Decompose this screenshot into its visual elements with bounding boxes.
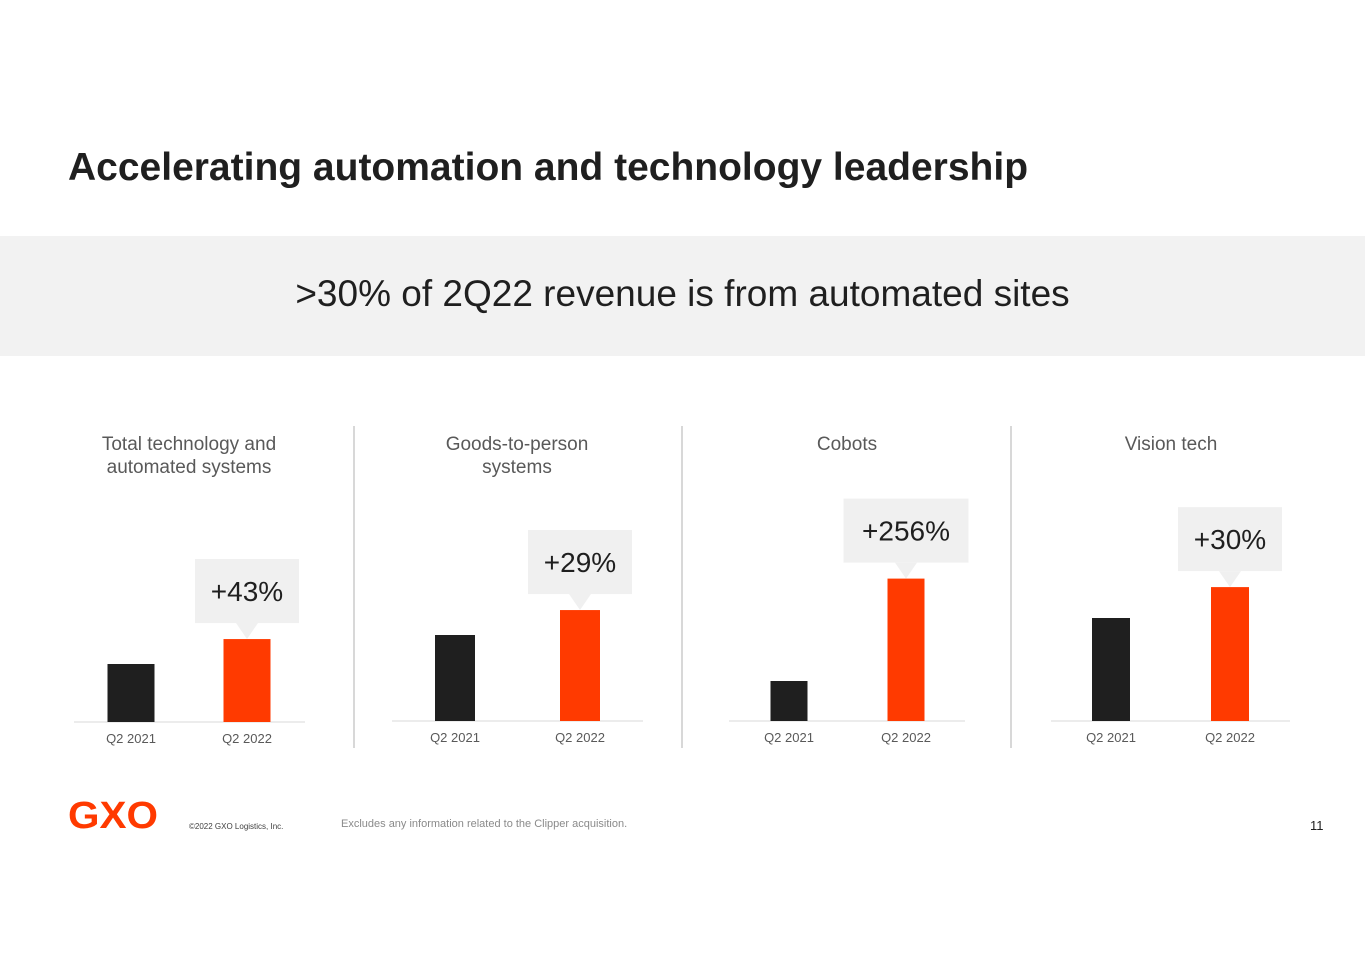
bar-q2-2022 <box>1211 587 1249 721</box>
callout-box <box>195 559 299 624</box>
headline-banner: >30% of 2Q22 revenue is from automated s… <box>0 236 1365 356</box>
chart-title-line: automated systems <box>107 457 272 478</box>
callout-box <box>1178 507 1282 572</box>
callout-box <box>528 530 632 595</box>
banner-text: >30% of 2Q22 revenue is from automated s… <box>295 273 1070 314</box>
chart-title-line: Goods-to-person <box>446 434 589 455</box>
slide-title: Accelerating automation and technology l… <box>68 146 1029 189</box>
chart-title-line: Vision tech <box>1125 434 1218 455</box>
callout-pointer <box>569 594 591 611</box>
bar-q2-2021 <box>1092 618 1130 721</box>
growth-label: +29% <box>544 547 616 578</box>
callout-pointer <box>1219 571 1241 588</box>
bar-q2-2021 <box>107 664 155 722</box>
svg-text:GXO: GXO <box>68 795 158 833</box>
x-tick-label: Q2 2022 <box>881 730 931 745</box>
chart-title-line: Total technology and <box>102 434 276 455</box>
growth-label: +30% <box>1194 524 1266 555</box>
bar-q2-2022 <box>560 610 600 721</box>
growth-label: +43% <box>211 576 283 607</box>
gxo-logo: GXO <box>68 795 158 833</box>
x-tick-label: Q2 2021 <box>764 730 814 745</box>
bar-q2-2021 <box>770 681 808 721</box>
callout-pointer <box>895 562 917 579</box>
growth-label: +256% <box>862 516 950 547</box>
x-tick-label: Q2 2022 <box>1205 730 1255 745</box>
bar-q2-2021 <box>435 635 475 721</box>
footnote: Excludes any information related to the … <box>341 818 628 830</box>
bar-q2-2022 <box>887 578 925 721</box>
bar-q2-2022 <box>223 639 271 722</box>
chart-title-line: Cobots <box>817 434 877 455</box>
chart-title-line: systems <box>482 457 552 478</box>
page-number: 11 <box>1310 818 1324 833</box>
copyright-text: ©2022 GXO Logistics, Inc. <box>189 822 284 831</box>
x-tick-label: Q2 2021 <box>106 731 156 746</box>
x-tick-label: Q2 2022 <box>222 731 272 746</box>
x-tick-label: Q2 2021 <box>430 730 480 745</box>
callout-pointer <box>236 623 258 640</box>
x-tick-label: Q2 2021 <box>1086 730 1136 745</box>
callout-box <box>843 498 969 563</box>
x-tick-label: Q2 2022 <box>555 730 605 745</box>
